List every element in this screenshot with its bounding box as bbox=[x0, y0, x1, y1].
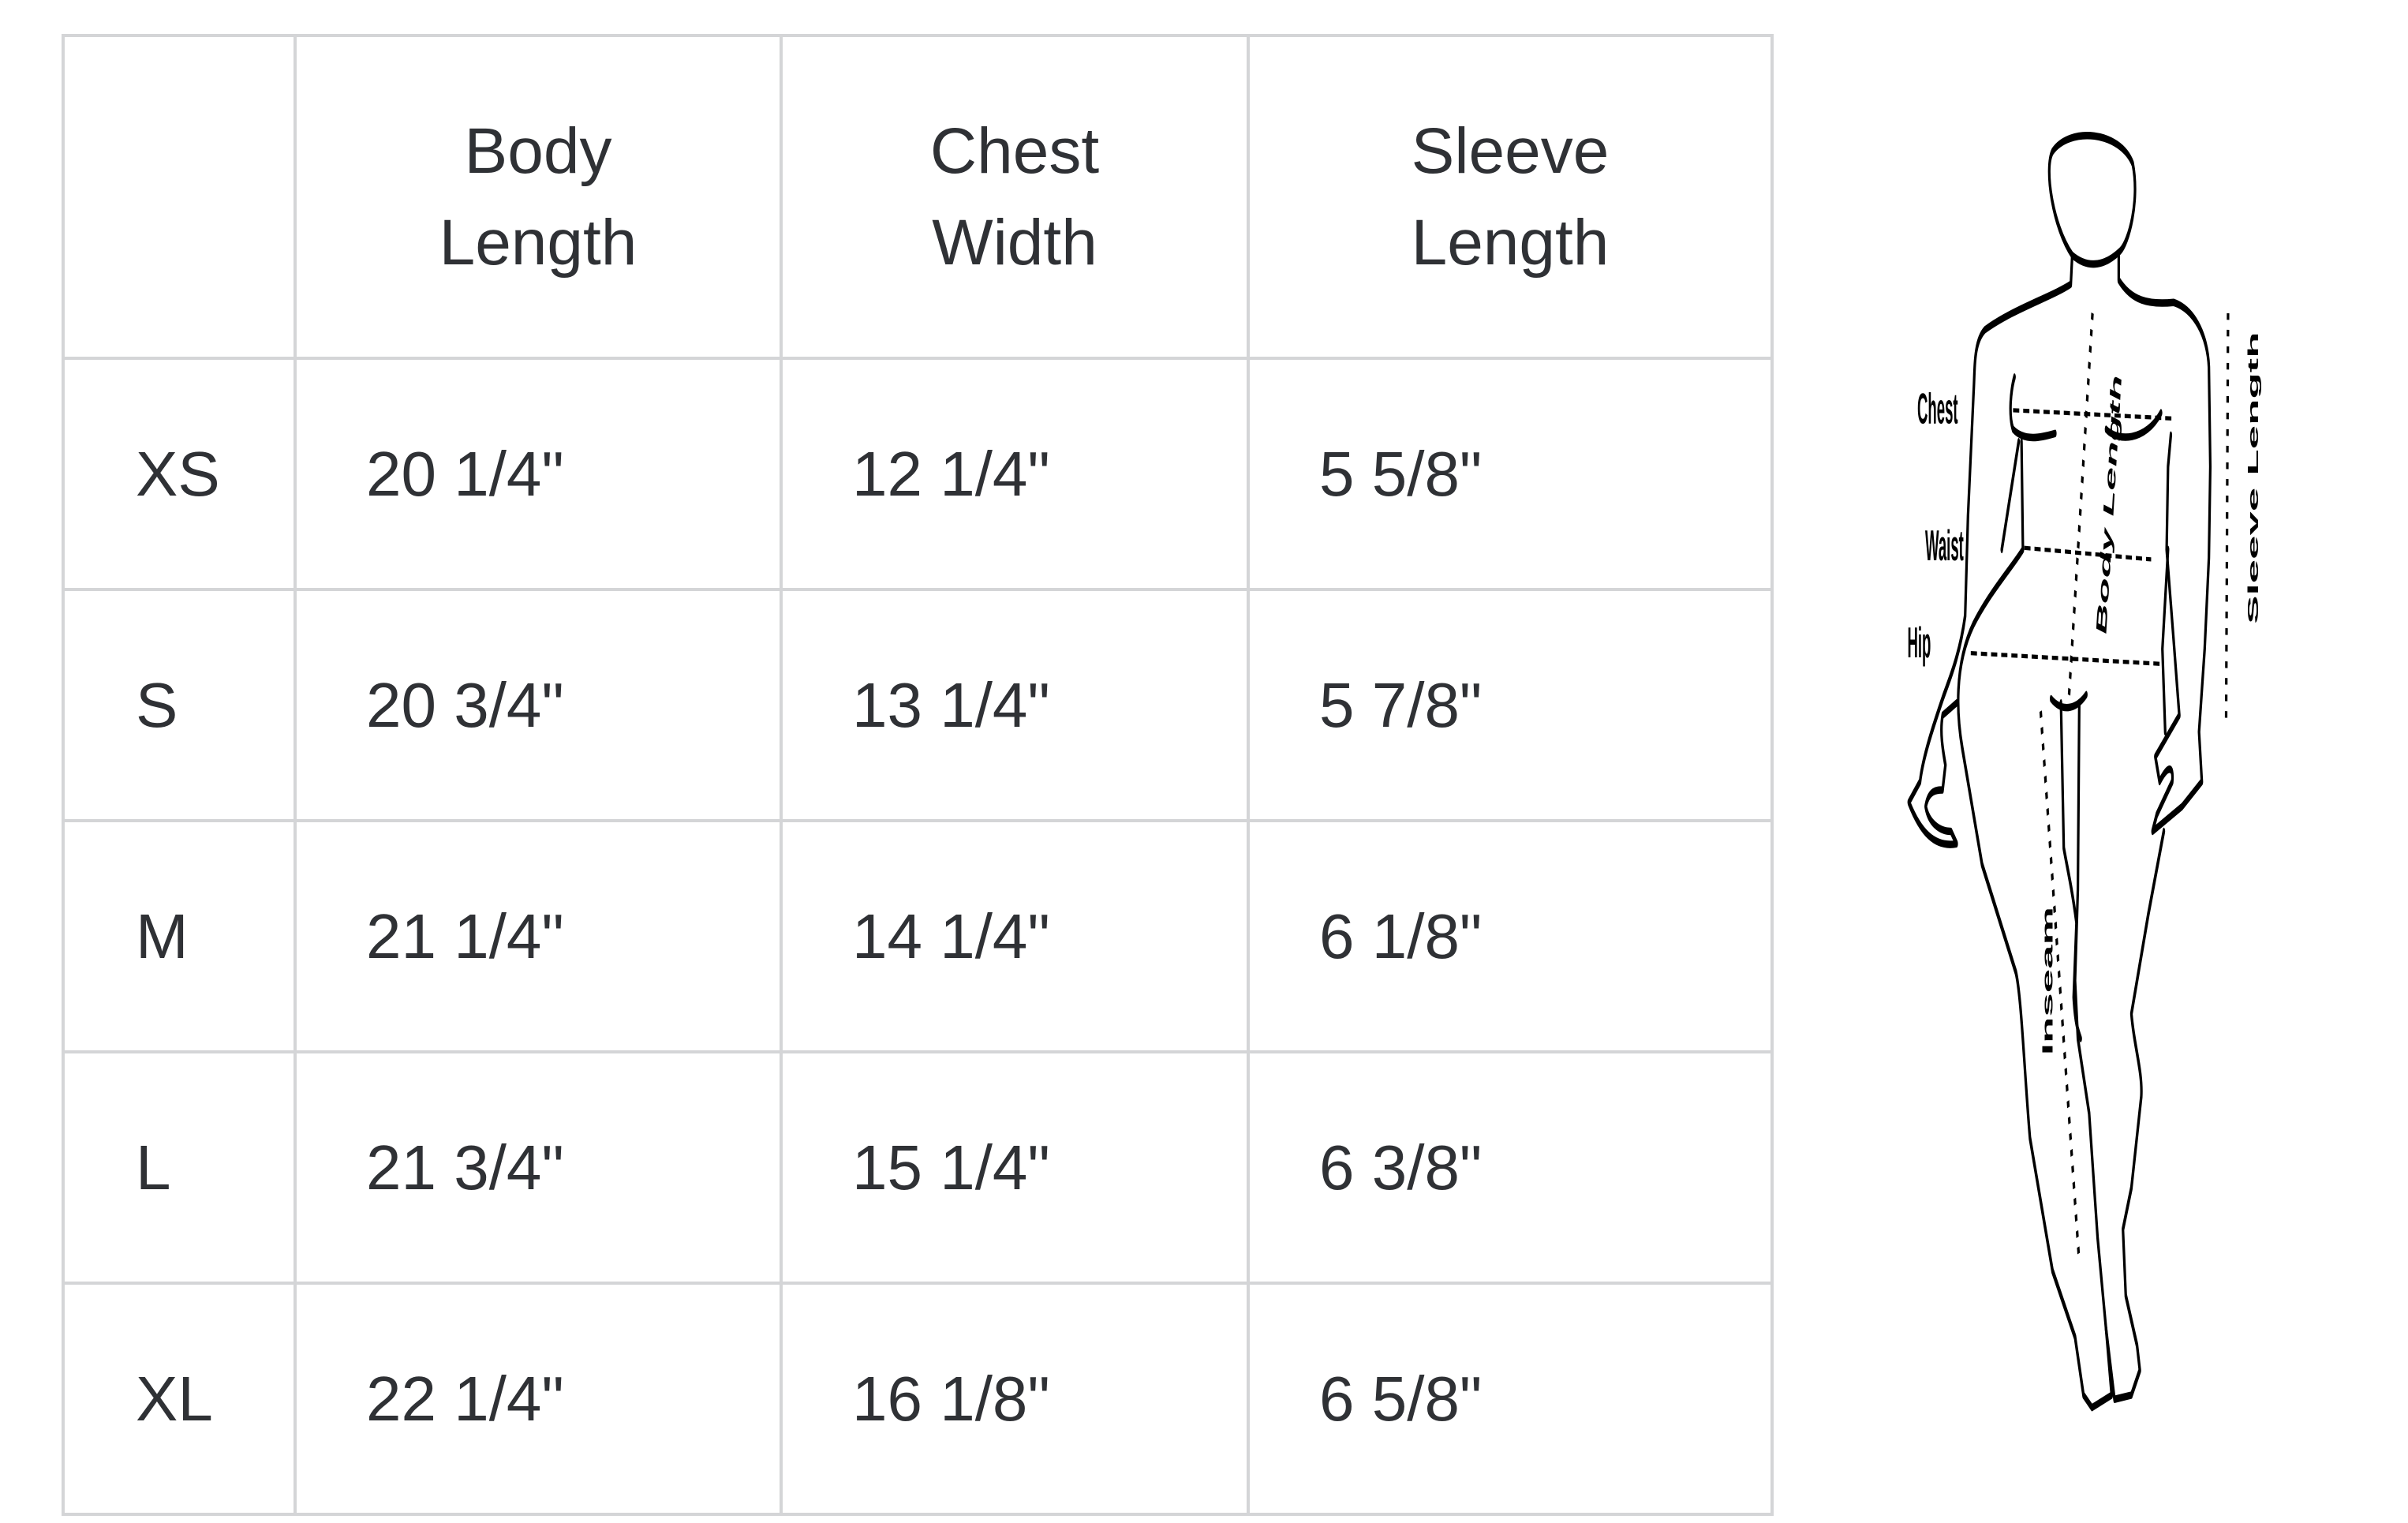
sleeve-length-cell: 6 1/8" bbox=[1247, 819, 1774, 1053]
header-sleeve-length: Sleeve Length bbox=[1247, 34, 1774, 360]
waist-label: Waist bbox=[1925, 521, 1964, 570]
size-cell: S bbox=[62, 588, 297, 822]
chest-width-cell: 15 1/4" bbox=[780, 1050, 1250, 1285]
table-row: XS 20 1/4" 12 1/4" 5 5/8" bbox=[62, 357, 1774, 591]
header-line: Body bbox=[464, 114, 612, 187]
size-chart-table: Body Length Chest Width Sleeve Length XS 20 … bbox=[62, 34, 1774, 1516]
header-line: Length bbox=[1411, 206, 1610, 279]
body-length-cell: 22 1/4" bbox=[294, 1282, 783, 1516]
chest-width-cell: 13 1/4" bbox=[780, 588, 1250, 822]
chest-width-cell: 14 1/4" bbox=[780, 819, 1250, 1053]
header-line: Chest bbox=[929, 114, 1100, 187]
sleeve-length-cell: 5 7/8" bbox=[1247, 588, 1774, 822]
table-row: XL 22 1/4" 16 1/8" 6 5/8" bbox=[62, 1282, 1774, 1516]
size-cell: M bbox=[62, 819, 297, 1053]
sleeve-length-cell: 6 3/8" bbox=[1247, 1050, 1774, 1285]
waist-measure-line bbox=[2024, 545, 2152, 562]
hip-measure-line bbox=[1970, 651, 2161, 666]
body-length-cell: 21 3/4" bbox=[294, 1050, 783, 1285]
size-cell: XS bbox=[62, 357, 297, 591]
sleeve-length-measure-line bbox=[2224, 312, 2230, 728]
header-line: Sleeve bbox=[1411, 114, 1610, 187]
body-length-measure-line bbox=[2067, 312, 2094, 700]
inseam-measure-line bbox=[2039, 710, 2081, 1263]
body-outline bbox=[1907, 132, 2212, 1412]
body-length-cell: 20 1/4" bbox=[294, 357, 783, 591]
header-line: Length bbox=[439, 206, 638, 279]
sleeve-length-cell: 5 5/8" bbox=[1247, 357, 1774, 591]
size-cell: XL bbox=[62, 1282, 297, 1516]
sleeve-length-label: Sleeve Length bbox=[2245, 332, 2261, 624]
header-line: Width bbox=[932, 206, 1097, 279]
body-measurement-figure: Chest Waist Hip Body Length Sleeve Lengt… bbox=[1907, 132, 2261, 1412]
chest-label: Chest bbox=[1917, 384, 1958, 433]
header-chest-width: Chest Width bbox=[780, 34, 1250, 360]
inseam-label: Inseam bbox=[2040, 907, 2056, 1055]
chest-width-cell: 16 1/8" bbox=[780, 1282, 1250, 1516]
header-row: Body Length Chest Width Sleeve Length bbox=[62, 34, 1774, 360]
table-row: S 20 3/4" 13 1/4" 5 7/8" bbox=[62, 588, 1774, 822]
table-row: M 21 1/4" 14 1/4" 6 1/8" bbox=[62, 819, 1774, 1053]
body-length-cell: 21 1/4" bbox=[294, 819, 783, 1053]
table-row: L 21 3/4" 15 1/4" 6 3/8" bbox=[62, 1050, 1774, 1285]
header-body-length: Body Length bbox=[294, 34, 783, 360]
chest-width-cell: 12 1/4" bbox=[780, 357, 1250, 591]
hip-label: Hip bbox=[1908, 618, 1931, 667]
size-cell: L bbox=[62, 1050, 297, 1285]
body-length-label: Body Length bbox=[2093, 370, 2125, 638]
body-length-cell: 20 3/4" bbox=[294, 588, 783, 822]
sleeve-length-cell: 6 5/8" bbox=[1247, 1282, 1774, 1516]
header-size bbox=[62, 34, 297, 360]
chest-measure-line bbox=[2013, 408, 2173, 421]
